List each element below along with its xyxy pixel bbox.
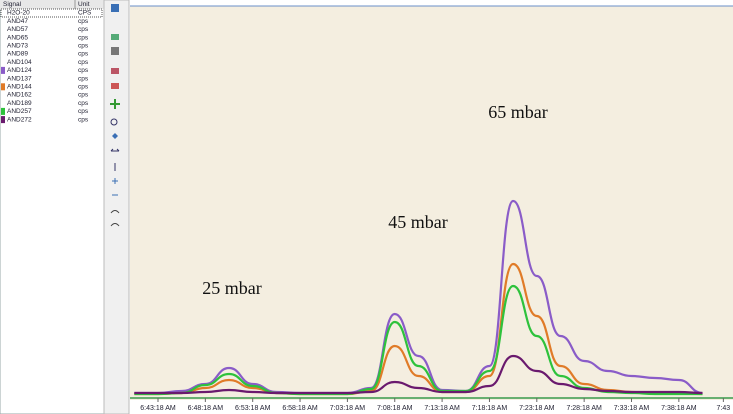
signal-line [134, 199, 703, 395]
bars-icon[interactable] [111, 34, 119, 40]
signal-name: AND144 [7, 84, 32, 91]
signal-unit: cps [78, 75, 89, 82]
move-icon[interactable] [110, 99, 120, 109]
x-tick-label: 7:43 [717, 405, 731, 412]
signal-name: AND57 [7, 26, 28, 33]
grid-icon[interactable] [111, 68, 119, 74]
signal-name: H2O-20 [7, 10, 30, 17]
x-tick-label: 7:23:18 AM [519, 405, 555, 412]
signal-unit: cps [78, 108, 89, 115]
column-header: Signal [3, 1, 22, 8]
signal-unit: cps [78, 34, 89, 41]
signal-unit: CPS [78, 10, 92, 17]
annotation: 45 mbar [388, 212, 447, 232]
signal-unit: cps [78, 67, 89, 74]
x-tick-label: 7:28:18 AM [566, 405, 602, 412]
color-swatch [1, 83, 5, 91]
x-tick-label: 6:43:18 AM [140, 405, 176, 412]
signal-unit: cps [78, 26, 89, 33]
signal-panel [0, 0, 105, 414]
signal-name: AND189 [7, 100, 32, 107]
x-tick-label: 6:53:18 AM [235, 405, 271, 412]
signal-unit: cps [78, 18, 89, 25]
signal-name: AND89 [7, 51, 28, 58]
signal-line [134, 354, 703, 395]
plus-icon[interactable] [112, 178, 118, 184]
signal-name: AND257 [7, 108, 32, 115]
signal-name: AND65 [7, 34, 28, 41]
signal-name: AND272 [7, 116, 32, 123]
toolbar [103, 0, 130, 414]
toolbar-icons[interactable] [110, 4, 120, 227]
annotation: 25 mbar [202, 278, 261, 298]
color-swatch [1, 107, 5, 115]
color-swatch [1, 116, 5, 124]
signal-unit: cps [78, 92, 89, 99]
color-swatch [1, 66, 5, 74]
signal-name: AND47 [7, 18, 28, 25]
signal-unit: cps [78, 84, 89, 91]
signal-unit: cps [78, 51, 89, 58]
plot-area [130, 6, 733, 400]
signal-unit: cps [78, 100, 89, 107]
annotation: 65 mbar [488, 102, 547, 122]
signal-name: AND73 [7, 43, 28, 50]
pan-icon[interactable] [112, 133, 118, 139]
signal-name: AND104 [7, 59, 32, 66]
x-tick-label: 7:03:18 AM [330, 405, 366, 412]
redo-icon[interactable] [110, 223, 120, 227]
curves [134, 199, 703, 396]
signal-name: AND137 [7, 75, 32, 82]
x-tick-label: 7:18:18 AM [472, 405, 508, 412]
x-tick-label: 7:33:18 AM [614, 405, 650, 412]
save-icon[interactable] [111, 4, 119, 12]
signal-name: AND124 [7, 67, 32, 74]
x-tick-label: 6:58:18 AM [282, 405, 318, 412]
x-tick-label: 7:13:18 AM [424, 405, 460, 412]
grid2-icon[interactable] [111, 83, 119, 89]
x-tick-label: 7:08:18 AM [377, 405, 413, 412]
x-tick-label: 7:38:18 AM [661, 405, 697, 412]
signal-unit: cps [78, 116, 89, 123]
signal-unit: cps [78, 59, 89, 66]
column-header: Unit [78, 1, 90, 8]
x-tick-label: 6:48:18 AM [188, 405, 224, 412]
zoom-icon[interactable] [110, 118, 118, 126]
hzoom-icon[interactable] [110, 148, 120, 152]
table-header [0, 0, 104, 9]
copy-icon[interactable] [111, 47, 119, 55]
signal-unit: cps [78, 43, 89, 50]
undo-icon[interactable] [110, 210, 120, 214]
selected-row [0, 8, 103, 18]
signal-name: AND162 [7, 92, 32, 99]
